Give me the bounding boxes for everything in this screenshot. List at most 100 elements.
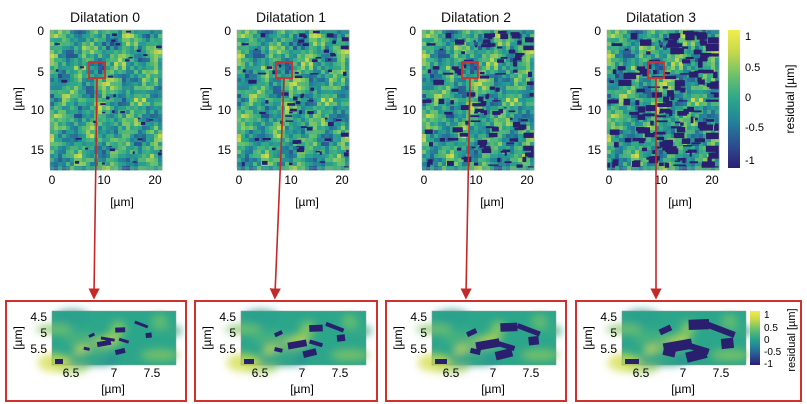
heatmap-cell [86, 110, 91, 115]
heatmap-cell [66, 70, 71, 75]
heatmap-cell [281, 62, 286, 67]
colorbar-label: residual [µm] [783, 65, 797, 134]
heatmap-cell [474, 134, 479, 139]
heatmap-cell [54, 122, 59, 127]
heatmap-cell [454, 30, 459, 35]
heatmap-cell [54, 82, 59, 87]
heatmap-cell [647, 46, 652, 51]
heatmap-cell [422, 162, 427, 167]
heatmap-cell [277, 106, 282, 111]
masked-region [693, 49, 702, 55]
masked-region [510, 32, 520, 36]
heatmap-cell [659, 78, 664, 83]
heatmap-cell [490, 58, 495, 63]
masked-region [523, 132, 534, 138]
heatmap-cell [118, 134, 123, 139]
texture-blob [531, 313, 548, 330]
heatmap-cell [134, 34, 139, 39]
heatmap-cell [126, 114, 131, 119]
masked-region [612, 69, 617, 75]
heatmap-cell [325, 46, 330, 51]
masked-region [481, 44, 492, 48]
heatmap-cell [62, 34, 67, 39]
heatmap-cell [74, 30, 79, 35]
heatmap-cell [490, 122, 495, 127]
y-axis-label: [µm] [11, 326, 25, 350]
heatmap-cell [138, 122, 143, 127]
heatmap-cell [446, 90, 451, 95]
heatmap-cell [474, 50, 479, 55]
heatmap-cell [458, 62, 463, 67]
heatmap-cell [154, 78, 159, 83]
heatmap-cell [438, 50, 443, 55]
heatmap-cell [502, 62, 507, 67]
heatmap-cell [297, 126, 302, 131]
heatmap-cell [62, 58, 67, 63]
heatmap-cell [691, 110, 696, 115]
heatmap-cell [122, 38, 127, 43]
heatmap-cell [470, 134, 475, 139]
heatmap-cell [82, 102, 87, 107]
heatmap-cell [257, 70, 262, 75]
masked-region [659, 141, 667, 148]
heatmap-cell [333, 30, 338, 35]
heatmap-cell [301, 74, 306, 79]
heatmap-cell [530, 162, 535, 167]
heatmap-cell [434, 102, 439, 107]
heatmap-cell [122, 130, 127, 135]
heatmap-cell [506, 162, 511, 167]
heatmap-cell [70, 90, 75, 95]
heatmap-cell [102, 98, 107, 103]
heatmap-cell [281, 138, 286, 143]
heatmap-cell [337, 82, 342, 87]
heatmap-cell [86, 150, 91, 155]
heatmap-cell [285, 154, 290, 159]
heatmap-cell [86, 134, 91, 139]
heatmap-cell [309, 106, 314, 111]
heatmap-cell [635, 154, 640, 159]
heatmap-cell [122, 66, 127, 71]
heatmap-cell [643, 78, 648, 83]
heatmap-cell [82, 34, 87, 39]
heatmap-cell [426, 66, 431, 71]
heatmap-cell [269, 122, 274, 127]
heatmap-cell [422, 74, 427, 79]
heatmap-cell [643, 82, 648, 87]
heatmap-cell [647, 94, 652, 99]
masked-region [106, 96, 110, 100]
heatmap-cell [134, 54, 139, 59]
heatmap-cell [522, 98, 527, 103]
heatmap-cell [154, 146, 159, 151]
heatmap-cell [253, 58, 258, 63]
heatmap-cell [277, 130, 282, 135]
heatmap-cell [506, 94, 511, 99]
heatmap-cell [422, 106, 427, 111]
zoom-box [647, 61, 665, 79]
heatmap-cell [130, 54, 135, 59]
heatmap-cell [237, 58, 242, 63]
heatmap-cell [94, 62, 99, 67]
panel-title: Dilatation 3 [626, 9, 696, 25]
y-tick-label: 4.5 [410, 310, 427, 324]
masked-region [460, 105, 470, 110]
heatmap-cell [249, 126, 254, 131]
masked-region [299, 110, 302, 115]
texture-layer [605, 309, 753, 374]
masked-region [473, 40, 476, 43]
heatmap-cell [446, 94, 451, 99]
heatmap-cell [82, 58, 87, 63]
heatmap-cell [237, 98, 242, 103]
heatmap-cell [695, 46, 700, 51]
masked-region [664, 71, 671, 75]
heatmap-cell [70, 142, 75, 147]
heatmap-cell [118, 154, 123, 159]
heatmap-cell [615, 106, 620, 111]
heatmap-cell [655, 98, 660, 103]
heatmap-cell [150, 158, 155, 163]
masked-region [506, 142, 515, 144]
heatmap-cell [675, 54, 680, 59]
heatmap-cell [126, 78, 131, 83]
heatmap-cell [345, 78, 350, 83]
heatmap-cell [257, 66, 262, 71]
heatmap-cell [675, 74, 680, 79]
